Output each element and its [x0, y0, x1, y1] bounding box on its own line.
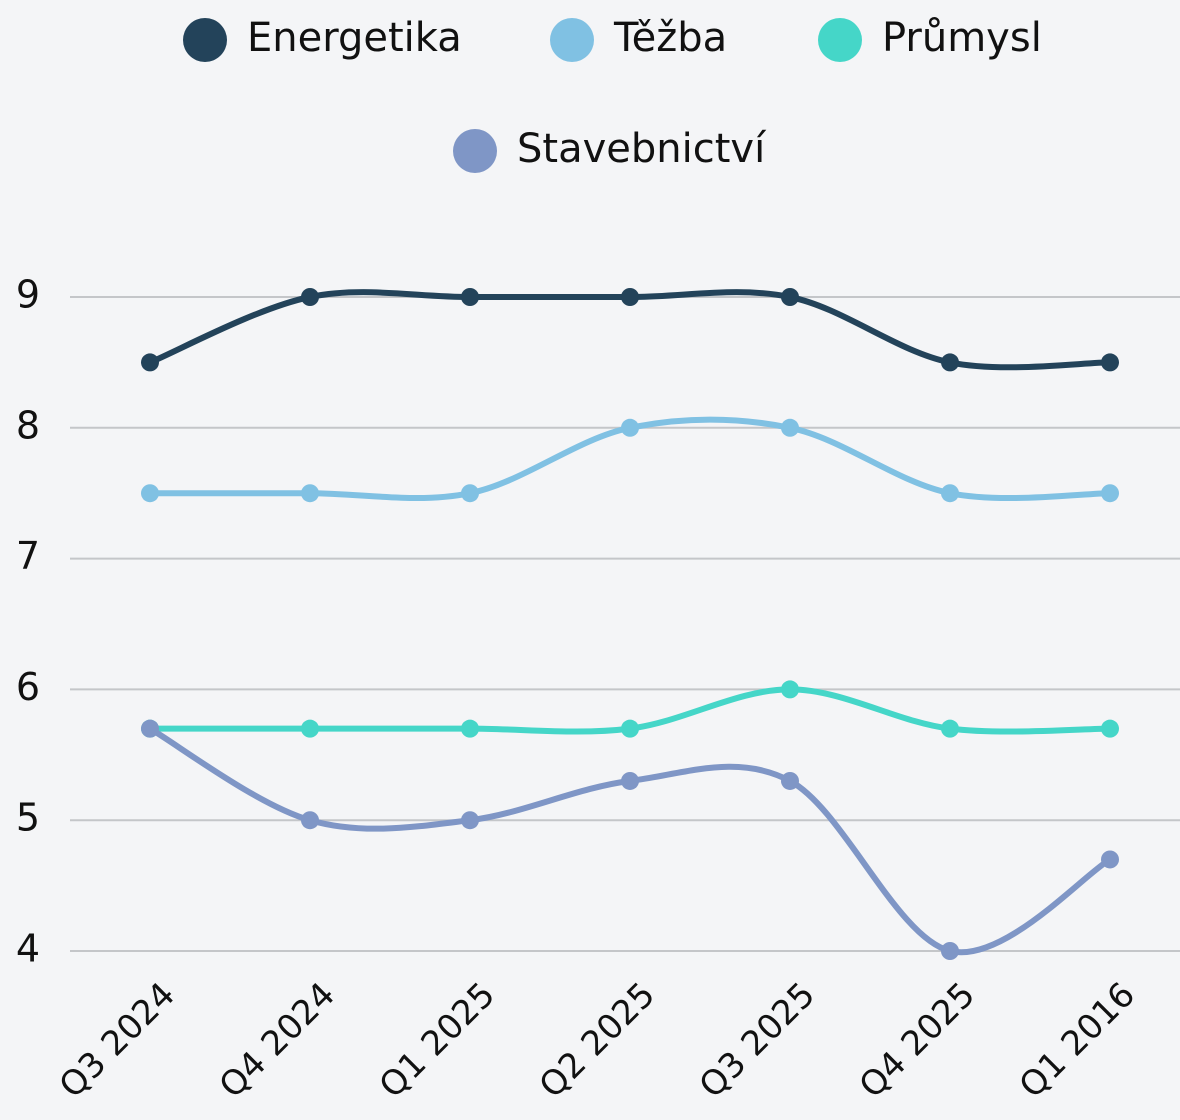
legend-label: Průmysl — [882, 15, 1042, 61]
data-point — [301, 719, 319, 738]
data-point — [141, 484, 159, 503]
data-point — [1101, 719, 1119, 738]
legend-swatch — [550, 18, 594, 62]
data-point — [1101, 484, 1119, 503]
data-point — [1101, 850, 1119, 869]
y-tick-label: 8 — [16, 403, 40, 447]
data-point — [781, 771, 799, 790]
data-point — [301, 811, 319, 830]
data-point — [141, 353, 159, 372]
data-point — [781, 418, 799, 437]
legend-swatch — [183, 18, 227, 62]
data-point — [621, 288, 639, 306]
y-tick-label: 6 — [16, 665, 40, 709]
y-tick-label: 5 — [16, 796, 40, 840]
y-tick-label: 7 — [16, 534, 40, 578]
legend-label: Energetika — [247, 15, 462, 61]
data-point — [301, 484, 319, 503]
x-tick-label: Q2 2025 — [532, 975, 663, 1106]
data-point — [621, 771, 639, 790]
x-tick-label: Q1 2025 — [372, 975, 503, 1106]
x-tick-label: Q4 2024 — [212, 975, 343, 1106]
data-point — [1101, 353, 1119, 372]
data-point — [461, 288, 479, 306]
x-tick-label: Q1 2016 — [1012, 975, 1143, 1106]
x-tick-label: Q3 2025 — [692, 975, 823, 1106]
legend-swatch — [818, 18, 862, 62]
data-point — [461, 719, 479, 738]
data-point — [941, 942, 959, 960]
data-point — [941, 484, 959, 503]
data-point — [621, 418, 639, 437]
series-line — [147, 725, 1113, 956]
data-point — [941, 353, 959, 372]
data-point — [461, 811, 479, 830]
x-tick-label: Q3 2024 — [52, 975, 183, 1106]
data-point — [621, 719, 639, 738]
x-tick-label: Q4 2025 — [852, 975, 983, 1106]
data-point — [301, 288, 319, 306]
legend-swatch — [453, 129, 497, 173]
y-tick-label: 9 — [16, 273, 40, 317]
data-point — [141, 719, 159, 738]
data-point — [781, 680, 799, 699]
y-tick-label: 4 — [16, 927, 40, 971]
legend-label: Těžba — [613, 15, 727, 61]
data-point — [461, 484, 479, 503]
data-point — [781, 288, 799, 306]
legend-label: Stavebnictví — [517, 126, 767, 172]
data-point — [941, 719, 959, 738]
